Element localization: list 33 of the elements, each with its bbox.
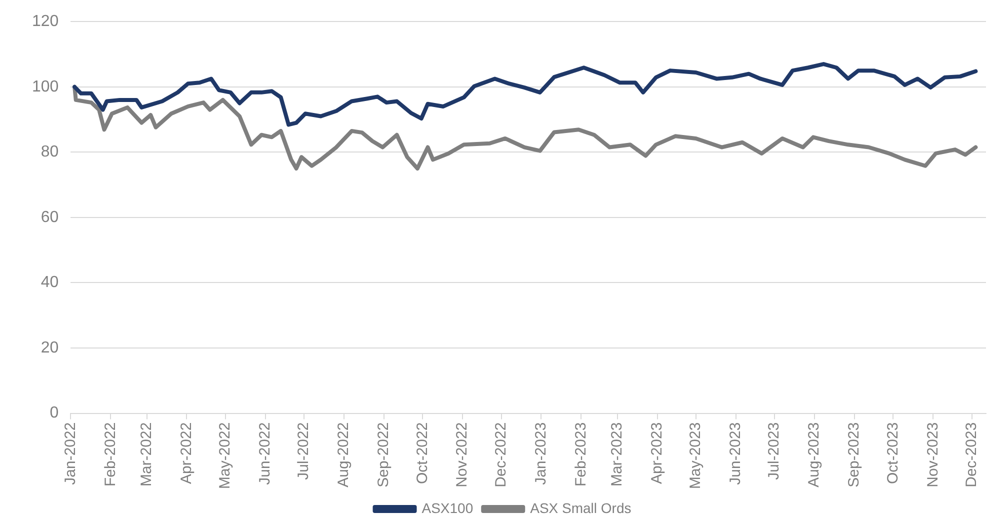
- x-tick-label: Sep-2023: [846, 422, 863, 488]
- x-tick-label: Oct-2023: [884, 422, 902, 484]
- x-tick-label: May-2022: [216, 422, 234, 489]
- x-tick-label: Mar-2022: [138, 422, 155, 486]
- x-tick-label: Sep-2022: [375, 422, 392, 488]
- x-tick-label: Aug-2022: [335, 422, 352, 488]
- y-tick-label: 20: [40, 339, 59, 356]
- legend-label: ASX100: [422, 500, 474, 516]
- y-tick-label: 60: [40, 208, 59, 226]
- x-tick-label: Jun-2023: [727, 422, 744, 485]
- x-tick-label: Apr-2023: [648, 422, 666, 484]
- x-tick-label: Dec-2023: [962, 422, 980, 488]
- x-tick-label: Feb-2023: [572, 422, 590, 487]
- x-tick-label: Feb-2022: [102, 422, 119, 487]
- y-tick-label: 100: [32, 78, 59, 96]
- x-tick-label: Mar-2023: [608, 422, 626, 486]
- x-tick-label: Dec-2022: [492, 422, 510, 488]
- x-tick-label: Jan-2022: [62, 422, 79, 485]
- legend-label: ASX Small Ords: [530, 500, 632, 516]
- x-tick-label: Jul-2022: [295, 422, 312, 480]
- x-tick-label: Jul-2023: [766, 422, 783, 480]
- x-tick-label: Apr-2022: [178, 422, 195, 484]
- y-tick-label: 40: [40, 274, 59, 292]
- x-tick-label: May-2023: [687, 422, 704, 489]
- y-tick-label: 120: [32, 13, 59, 30]
- x-tick-label: Aug-2023: [806, 422, 823, 488]
- x-tick-label: Jun-2022: [256, 422, 274, 485]
- x-tick-label: Nov-2023: [924, 422, 942, 488]
- x-tick-label: Oct-2022: [414, 422, 431, 484]
- y-tick-label: 80: [40, 144, 59, 161]
- x-tick-label: Jan-2023: [532, 422, 550, 485]
- x-tick-label: Nov-2022: [454, 422, 471, 488]
- y-tick-label: 0: [50, 404, 59, 422]
